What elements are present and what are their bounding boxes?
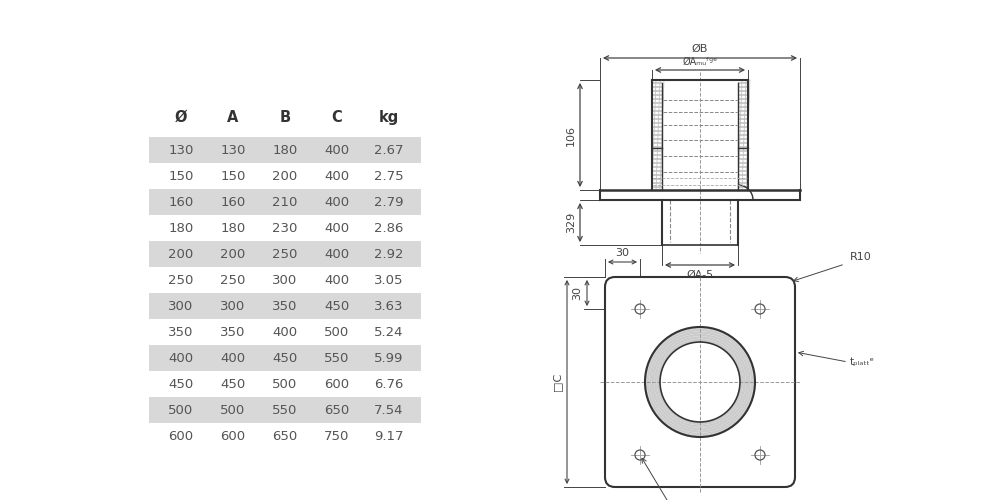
Text: 650: 650: [324, 404, 350, 416]
Text: 500: 500: [324, 326, 350, 338]
Text: 500: 500: [220, 404, 246, 416]
Bar: [149, 241, 421, 267]
Text: 400: 400: [220, 352, 246, 364]
Bar: [149, 189, 421, 215]
Text: 150: 150: [168, 170, 194, 182]
Text: 7.54: 7.54: [374, 404, 404, 416]
Text: 400: 400: [324, 196, 350, 208]
Text: 400: 400: [324, 248, 350, 260]
Bar: [149, 397, 421, 423]
Text: 600: 600: [220, 430, 246, 442]
Text: 5.99: 5.99: [374, 352, 404, 364]
Text: 200: 200: [168, 248, 194, 260]
Text: 2.67: 2.67: [374, 144, 404, 156]
Text: 2.86: 2.86: [374, 222, 404, 234]
Text: 200: 200: [220, 248, 246, 260]
Text: 3.63: 3.63: [374, 300, 404, 312]
Text: 450: 450: [168, 378, 194, 390]
Text: C: C: [332, 110, 342, 125]
Text: 329: 329: [566, 212, 576, 233]
Bar: [149, 137, 421, 163]
Text: 106: 106: [566, 124, 576, 146]
Text: 150: 150: [220, 170, 246, 182]
Text: 600: 600: [168, 430, 194, 442]
Text: A: A: [227, 110, 239, 125]
Text: 180: 180: [220, 222, 246, 234]
Text: 130: 130: [220, 144, 246, 156]
Text: ØAₘᵤᶠᶢᵉ: ØAₘᵤᶠᶢᵉ: [682, 57, 718, 67]
Text: 450: 450: [324, 300, 350, 312]
Text: 230: 230: [272, 222, 298, 234]
Text: 350: 350: [220, 326, 246, 338]
Text: 200: 200: [272, 170, 298, 182]
Text: 3.05: 3.05: [374, 274, 404, 286]
Bar: [149, 345, 421, 371]
Text: Ø: Ø: [175, 110, 187, 125]
Text: □C: □C: [552, 373, 562, 391]
Text: 450: 450: [220, 378, 246, 390]
Text: 400: 400: [324, 170, 350, 182]
Text: 130: 130: [168, 144, 194, 156]
Text: 300: 300: [220, 300, 246, 312]
Text: 650: 650: [272, 430, 298, 442]
Bar: [149, 293, 421, 319]
Text: 550: 550: [324, 352, 350, 364]
Text: 2.92: 2.92: [374, 248, 404, 260]
Text: 300: 300: [168, 300, 194, 312]
Text: 30: 30: [616, 248, 630, 258]
Text: 250: 250: [168, 274, 194, 286]
Text: 2.75: 2.75: [374, 170, 404, 182]
Text: ØB: ØB: [692, 44, 708, 54]
Text: 400: 400: [324, 222, 350, 234]
Text: 550: 550: [272, 404, 298, 416]
Text: B: B: [279, 110, 291, 125]
Text: 250: 250: [220, 274, 246, 286]
Text: 180: 180: [168, 222, 194, 234]
Text: 450: 450: [272, 352, 298, 364]
Text: 350: 350: [272, 300, 298, 312]
Text: 750: 750: [324, 430, 350, 442]
Text: R10: R10: [850, 252, 872, 262]
Text: 5.24: 5.24: [374, 326, 404, 338]
Text: kg: kg: [379, 110, 399, 125]
Text: 350: 350: [168, 326, 194, 338]
Text: 400: 400: [324, 144, 350, 156]
Text: 400: 400: [168, 352, 194, 364]
Text: 160: 160: [220, 196, 246, 208]
Text: 400: 400: [324, 274, 350, 286]
Text: 180: 180: [272, 144, 298, 156]
Text: 500: 500: [168, 404, 194, 416]
Text: 300: 300: [272, 274, 298, 286]
Text: 400: 400: [272, 326, 298, 338]
Text: 210: 210: [272, 196, 298, 208]
Text: 30: 30: [572, 286, 582, 300]
Text: 9.17: 9.17: [374, 430, 404, 442]
Text: 6.76: 6.76: [374, 378, 404, 390]
Text: 600: 600: [324, 378, 350, 390]
Text: ØA-5: ØA-5: [686, 270, 714, 280]
Text: 2.79: 2.79: [374, 196, 404, 208]
Text: 250: 250: [272, 248, 298, 260]
Text: 500: 500: [272, 378, 298, 390]
FancyBboxPatch shape: [605, 277, 795, 487]
Text: 160: 160: [168, 196, 194, 208]
Text: tₚₗₐₜₜᵉ: tₚₗₐₜₜᵉ: [850, 357, 875, 367]
